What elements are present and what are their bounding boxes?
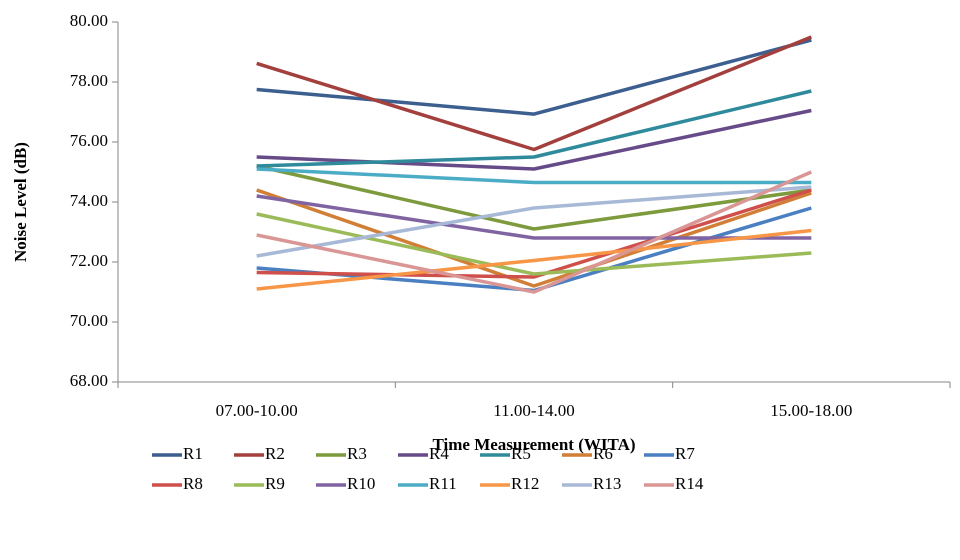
x-tick-label: 15.00-18.00 bbox=[770, 401, 852, 420]
legend-label: R5 bbox=[511, 444, 531, 463]
series-line bbox=[256, 164, 812, 231]
series-line bbox=[256, 194, 812, 240]
x-axis-title: Time Measurement (WITA) bbox=[432, 435, 635, 454]
series-line bbox=[256, 89, 812, 168]
series-line bbox=[256, 38, 812, 116]
series-line bbox=[256, 188, 812, 288]
y-tick-label: 78.00 bbox=[70, 71, 108, 90]
y-axis-title: Noise Level (dB) bbox=[11, 142, 30, 262]
legend-label: R3 bbox=[347, 444, 367, 463]
legend-label: R13 bbox=[593, 474, 621, 493]
y-tick-label: 80.00 bbox=[70, 11, 108, 30]
series-line bbox=[256, 188, 812, 279]
y-tick-label: 68.00 bbox=[70, 371, 108, 390]
x-tick-label: 11.00-14.00 bbox=[493, 401, 575, 420]
legend-label: R7 bbox=[675, 444, 695, 463]
y-tick-label: 70.00 bbox=[70, 311, 108, 330]
series-line bbox=[256, 185, 812, 258]
y-tick-label: 72.00 bbox=[70, 251, 108, 270]
series-line bbox=[256, 167, 812, 185]
legend-label: R14 bbox=[675, 474, 704, 493]
legend-label: R2 bbox=[265, 444, 285, 463]
legend-label: R10 bbox=[347, 474, 375, 493]
y-tick-label: 76.00 bbox=[70, 131, 108, 150]
legend-label: R11 bbox=[429, 474, 457, 493]
legend-label: R8 bbox=[183, 474, 203, 493]
legend-label: R6 bbox=[593, 444, 613, 463]
legend-label: R9 bbox=[265, 474, 285, 493]
series-line bbox=[256, 170, 813, 294]
legend-label: R1 bbox=[183, 444, 203, 463]
legend-label: R4 bbox=[429, 444, 449, 463]
x-tick-label: 07.00-10.00 bbox=[216, 401, 298, 420]
series-line bbox=[256, 212, 812, 276]
y-tick-label: 74.00 bbox=[70, 191, 108, 210]
legend-label: R12 bbox=[511, 474, 539, 493]
series-line bbox=[256, 228, 812, 291]
series-line bbox=[256, 35, 812, 152]
series-line bbox=[256, 108, 812, 171]
